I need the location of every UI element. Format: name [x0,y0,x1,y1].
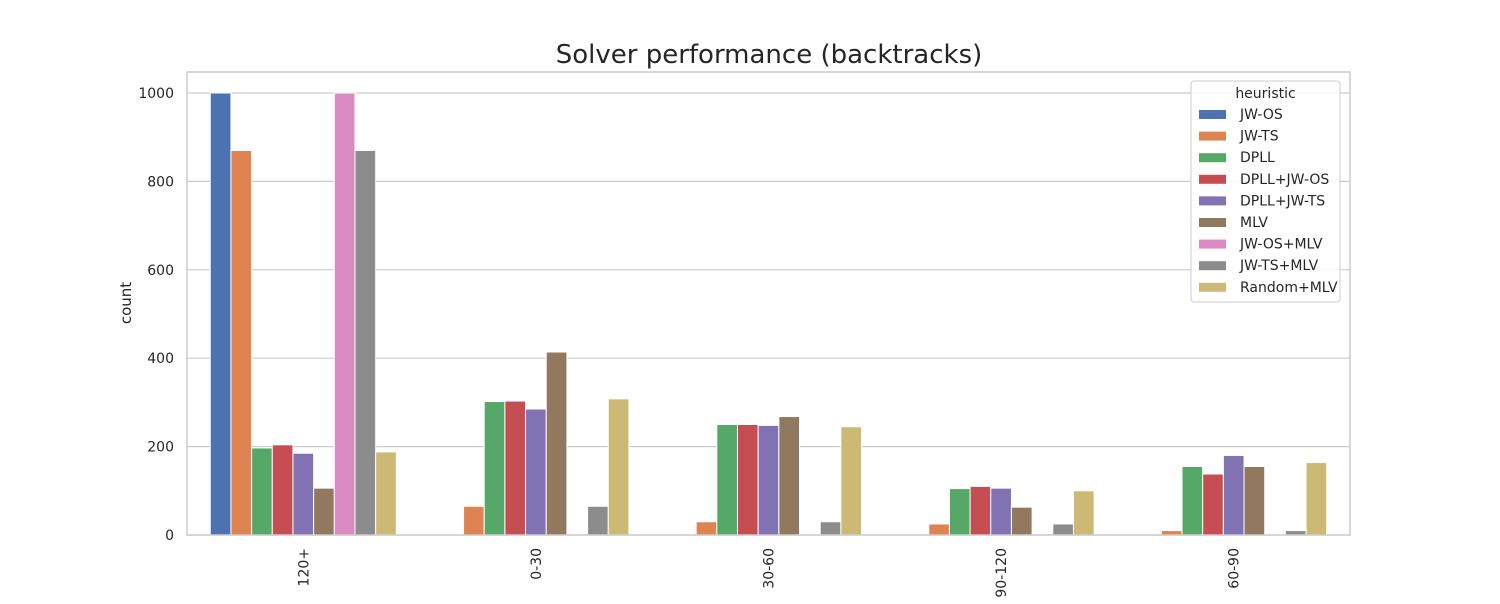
bar-random-mlv-30-60 [840,426,863,536]
bar-dpll-jw-os-120+ [271,444,294,536]
legend-swatch [1199,131,1226,141]
bar-mlv-120+ [313,487,335,536]
bar-jw-os-120+ [209,92,232,536]
y-tick-label: 1000 [138,86,174,102]
legend-title: heuristic [1235,86,1295,102]
bar-mlv-60-90 [1243,465,1266,536]
legend-swatch [1199,196,1226,206]
legend-box [1190,80,1341,303]
bar-dpll-jw-os-60-90 [1202,473,1224,536]
legend-swatch [1199,174,1226,184]
y-tick-label: 600 [147,263,174,279]
x-tick-label: 60-90 [1227,548,1243,589]
bar-dpll-jw-os-30-60 [736,424,759,536]
legend-label: JW-OS+MLV [1239,237,1323,253]
bar-dpll-jw-ts-30-60 [757,424,780,536]
bar-dpll-jw-ts-120+ [292,452,315,536]
legend-label: Random+MLV [1240,280,1338,296]
x-tick-label: 120+ [296,548,312,586]
bar-jw-ts-mlv-90-120 [1052,523,1074,536]
bar-dpll-60-90 [1181,465,1204,536]
bar-dpll-30-60 [716,424,738,536]
y-tick-labels: 0 200 400 600 800 1000 [138,86,174,544]
bar-dpll-jw-os-90-120 [969,485,992,536]
legend-label: JW-TS+MLV [1239,258,1319,274]
legend-swatch [1199,218,1226,227]
bar-random-mlv-120+ [375,451,397,536]
plot-frame [186,71,1351,536]
bar-random-mlv-60-90 [1305,462,1328,536]
bar-mlv-90-120 [1010,506,1033,536]
x-tick-label: 30-60 [762,548,778,589]
bar-jw-ts-120+ [230,149,253,536]
bar-jw-ts-mlv-0-30 [587,505,609,536]
bar-jw-ts-mlv-30-60 [819,521,842,536]
legend-swatch [1199,153,1226,163]
chart-title: Solver performance (backtracks) [556,40,983,70]
y-tick-label: 0 [165,528,174,544]
bar-mlv-30-60 [778,416,801,536]
legend-label: JW-OS [1239,107,1283,123]
x-tick-labels: 120+ 0-30 30-60 90-120 60-90 [296,548,1242,598]
legend-label: MLV [1240,215,1268,231]
legend-swatch [1199,110,1226,119]
bar-random-mlv-0-30 [607,398,630,536]
legend-swatch [1199,261,1226,271]
bar-dpll-jw-ts-90-120 [990,487,1012,536]
bars [209,92,1328,536]
y-tick-label: 800 [147,174,174,190]
bar-random-mlv-90-120 [1072,490,1095,536]
bar-jw-ts-30-60 [695,521,718,536]
bar-dpll-jw-ts-60-90 [1222,454,1245,536]
bar-dpll-120+ [251,447,273,536]
legend-swatch [1199,282,1226,292]
bar-jw-ts-mlv-120+ [354,149,377,536]
y-axis-label: count [117,282,135,324]
bar-jw-ts-0-30 [463,505,485,536]
legend-label: DPLL [1240,150,1275,166]
bar-dpll-0-30 [483,401,506,536]
bar-dpll-90-120 [948,488,971,536]
legend: heuristic JW-OS JW-TS DPLL DPLL+JW-OS DPLL+JW… [1190,80,1341,303]
bar-dpll-jw-os-0-30 [504,400,527,536]
legend-swatch [1199,239,1226,249]
legend-label: JW-TS [1239,129,1279,145]
y-tick-label: 400 [147,351,174,367]
bar-mlv-0-30 [545,351,568,536]
bar-jw-ts-90-120 [928,523,950,536]
legend-label: DPLL+JW-OS [1240,172,1329,188]
x-tick-label: 90-120 [994,548,1010,598]
x-tick-label: 0-30 [529,548,545,580]
legend-label: DPLL+JW-TS [1240,193,1325,209]
bar-jw-os-mlv-120+ [333,92,356,536]
y-tick-label: 200 [147,440,174,456]
bar-dpll-jw-ts-0-30 [525,408,547,536]
